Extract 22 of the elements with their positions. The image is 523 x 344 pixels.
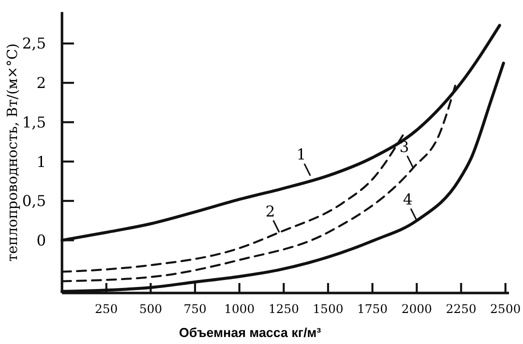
x-tick-label: 2000: [401, 302, 432, 316]
x-axis-title: Объемная масса кг/м³: [178, 325, 322, 340]
x-tick-label: 1750: [357, 302, 388, 316]
annotation: 3: [399, 138, 409, 156]
y-tick-label: 0,5: [22, 192, 46, 210]
annotation: 2: [266, 202, 276, 220]
y-tick-label: 2: [36, 74, 46, 92]
annotation: 1: [296, 146, 306, 164]
y-axis-title: теплопроводность, Вт/(м×°С): [5, 43, 21, 262]
y-tick-label: 2,5: [22, 34, 46, 53]
x-tick-label: 1000: [224, 302, 255, 316]
annotation: 4: [402, 190, 413, 209]
x-tick-label: 750: [184, 302, 206, 316]
y-tick-label: 1,5: [22, 113, 46, 132]
x-tick-label: 250: [94, 302, 118, 316]
x-tick-label: 1500: [312, 302, 344, 316]
x-tick-label: 500: [139, 302, 162, 316]
x-tick-label: 2250: [446, 302, 476, 316]
x-tick-label: 1250: [268, 302, 299, 316]
x-tick-label: 2500: [490, 302, 521, 316]
y-tick-label: 0: [36, 232, 46, 250]
y-tick-label: 1: [36, 152, 46, 171]
